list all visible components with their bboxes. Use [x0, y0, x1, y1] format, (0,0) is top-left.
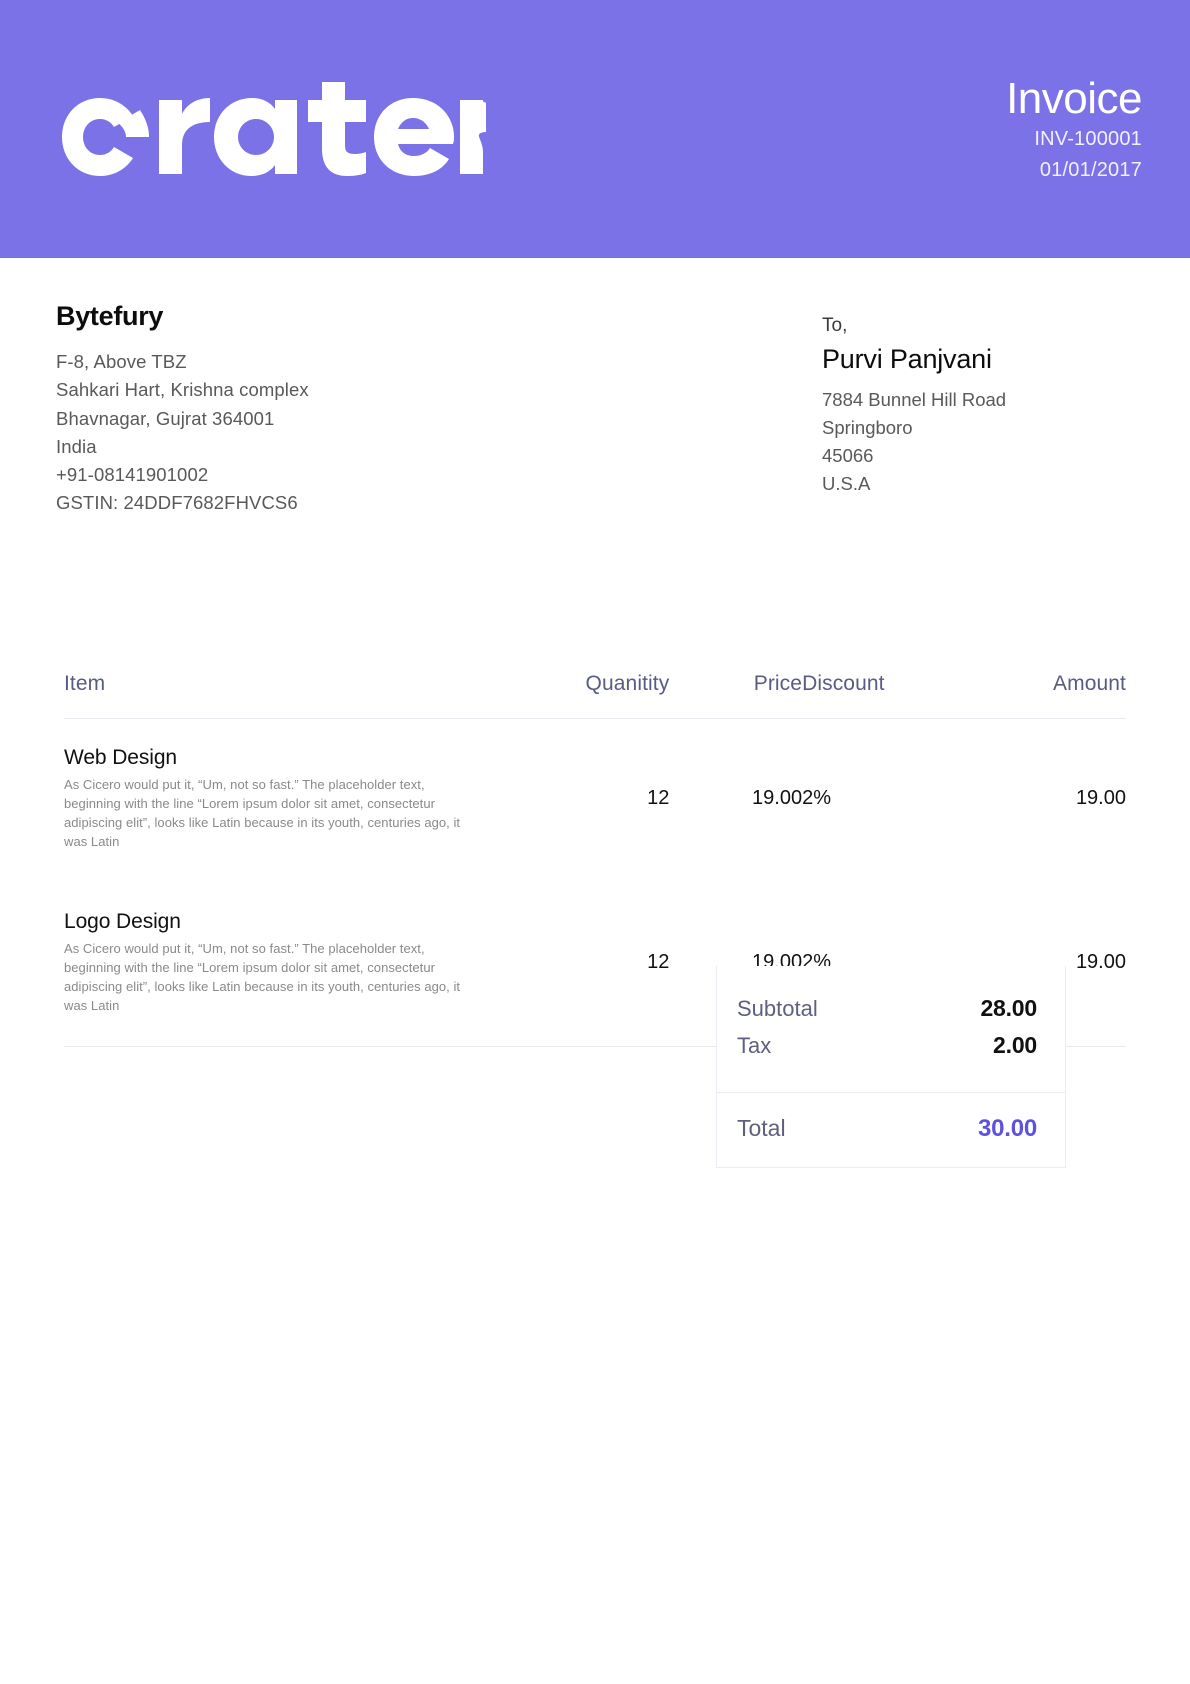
from-address-block: Bytefury F-8, Above TBZ Sahkari Hart, Kr… [56, 301, 616, 518]
from-address-line: F-8, Above TBZ [56, 351, 187, 372]
to-label: To, [822, 315, 848, 336]
line-items-section: Item Quanitity Price Discount Amount Web… [0, 672, 1190, 1047]
subtotal-value: 28.00 [980, 995, 1037, 1021]
from-company-name: Bytefury [56, 301, 164, 331]
column-header-quantity: Quanitity [585, 672, 670, 695]
total-value: 30.00 [977, 1115, 1037, 1142]
table-row: Web Design As Cicero would put it, “Um, … [64, 719, 1126, 883]
to-address-line: 7884 Bunnel Hill Road [822, 388, 1007, 410]
column-header-item: Item [64, 672, 106, 695]
cell-amount: 19.00 [1075, 951, 1126, 974]
cell-item: Logo Design As Cicero would put it, “Um,… [64, 883, 505, 1047]
grand-total-row: Total 30.00 [717, 1093, 1065, 1167]
column-header-amount: Amount [1053, 672, 1126, 695]
totals-panel: Subtotal 28.00 Tax 2.00 Total 30.00 [716, 966, 1066, 1168]
item-description: As Cicero would put it, “Um, not so fast… [64, 777, 461, 850]
to-address-block: To, Purvi Panjvani 7884 Bunnel Hill Road… [822, 313, 1142, 498]
tax-row: Tax 2.00 [737, 1027, 1037, 1064]
total-label: Total [737, 1115, 786, 1141]
from-address-line: Sahkari Hart, Krishna complex [56, 379, 309, 401]
totals-breakdown: Subtotal 28.00 Tax 2.00 [717, 966, 1065, 1074]
column-header-price: Price [753, 672, 803, 695]
totals-divider [717, 1092, 1065, 1093]
to-address-line: 45066 [822, 444, 874, 466]
invoice-header-meta: Invoice INV-100001 01/01/2017 [1006, 74, 1142, 186]
cell-quantity: 12 [647, 787, 670, 810]
from-address-line: India [56, 435, 97, 457]
crater-wordmark-logo [62, 82, 486, 176]
to-address-line: U.S.A [822, 473, 871, 495]
subtotal-label: Subtotal [737, 996, 818, 1021]
column-header-discount: Discount [802, 672, 885, 695]
from-phone: +91-08141901002 [56, 464, 209, 486]
cell-discount: 2% [802, 787, 831, 810]
tax-value: 2.00 [993, 1032, 1037, 1058]
cell-amount: 19.00 [1075, 787, 1126, 810]
table-header-row: Item Quanitity Price Discount Amount [64, 672, 1126, 719]
cell-item: Web Design As Cicero would put it, “Um, … [64, 719, 505, 883]
item-name: Web Design [64, 746, 178, 769]
invoice-date: 01/01/2017 [1039, 159, 1142, 182]
brand-logo [56, 82, 486, 182]
to-address-line: Springboro [822, 416, 913, 438]
cell-quantity: 12 [647, 951, 670, 974]
invoice-number: INV-100001 [1034, 128, 1142, 151]
invoice-header-band: Invoice INV-100001 01/01/2017 [0, 0, 1190, 258]
tax-label: Tax [737, 1033, 772, 1058]
table-head: Item Quanitity Price Discount Amount [64, 672, 1126, 719]
from-gstin: GSTIN: 24DDF7682FHVCS6 [56, 492, 298, 514]
address-section: Bytefury F-8, Above TBZ Sahkari Hart, Kr… [0, 258, 1190, 558]
item-name: Logo Design [64, 910, 181, 934]
invoice-title: Invoice [1006, 74, 1142, 123]
from-address-line: Bhavnagar, Gujrat 364001 [56, 407, 275, 429]
item-description: As Cicero would put it, “Um, not so fast… [64, 941, 461, 1014]
cell-price: 19.00 [752, 787, 803, 810]
line-items-table: Item Quanitity Price Discount Amount Web… [64, 672, 1126, 1047]
subtotal-row: Subtotal 28.00 [737, 990, 1037, 1027]
to-customer-name: Purvi Panjvani [822, 343, 992, 374]
